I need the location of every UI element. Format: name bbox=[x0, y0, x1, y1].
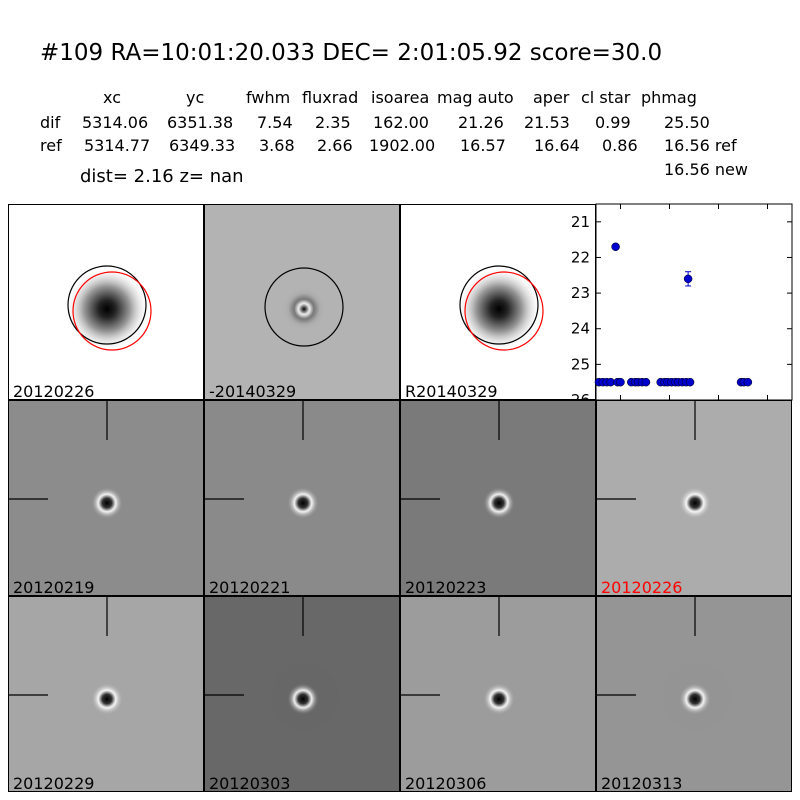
difference-image-stamp bbox=[264, 267, 344, 347]
stamp-image bbox=[9, 401, 143, 535]
new-image-stamp bbox=[65, 265, 152, 351]
residual-source bbox=[91, 683, 123, 715]
stamp-panel: 20120229 bbox=[8, 596, 204, 792]
residual-source bbox=[483, 487, 515, 519]
residual-source bbox=[679, 487, 711, 519]
dif-yc: 6351.38 bbox=[167, 113, 234, 132]
residual-source bbox=[282, 287, 326, 331]
stamp-panel: 20120223 bbox=[400, 400, 596, 596]
dif-cl-star: 0.99 bbox=[595, 113, 631, 132]
col-header-cl-star: cl star bbox=[581, 88, 631, 107]
y-tick-label: 23 bbox=[571, 284, 590, 302]
residual-source bbox=[483, 683, 515, 715]
stamp-date-label: 20120313 bbox=[601, 774, 683, 792]
stamp-image bbox=[205, 401, 339, 535]
stamp-panel: 20120221 bbox=[204, 400, 400, 596]
ref-mag-auto: 16.57 bbox=[460, 136, 506, 155]
stamp-date-label: 20120303 bbox=[209, 774, 291, 792]
stamp-date-label: 20120221 bbox=[209, 578, 291, 596]
dif-fwhm: 7.54 bbox=[257, 113, 293, 132]
stamp-panel: 20120306 bbox=[400, 596, 596, 792]
residual-source bbox=[91, 487, 123, 519]
data-point bbox=[685, 377, 695, 387]
detection-circle bbox=[72, 271, 152, 351]
stamp-date-label: 20120229 bbox=[13, 774, 95, 792]
panel-label: 20120226 bbox=[13, 382, 95, 400]
dist-redshift-line: dist= 2.16 z= nan bbox=[80, 166, 244, 187]
reference-circle bbox=[459, 265, 539, 345]
col-header-yc: yc bbox=[186, 88, 205, 107]
new-phmag: 16.56 new bbox=[664, 160, 748, 179]
residual-source bbox=[287, 487, 319, 519]
residual-source bbox=[287, 683, 319, 715]
data-point bbox=[683, 274, 693, 284]
page-title: #109 RA=10:01:20.033 DEC= 2:01:05.92 sco… bbox=[40, 40, 663, 66]
top-panel-reference-image: R20140329 bbox=[400, 204, 596, 400]
ref-isoarea: 1902.00 bbox=[369, 136, 436, 155]
stamp-panel: 20120219 bbox=[8, 400, 204, 596]
stamp-image bbox=[597, 597, 731, 731]
top-panel-new-image: 20120226 bbox=[8, 204, 204, 400]
ref-fluxrad: 2.66 bbox=[317, 136, 353, 155]
ref-yc: 6349.33 bbox=[169, 136, 236, 155]
col-header-fluxrad: fluxrad bbox=[302, 88, 359, 107]
reference-image-stamp bbox=[457, 265, 544, 351]
stamp-date-label: 20120226 bbox=[601, 578, 683, 596]
col-header-mag-auto: mag auto bbox=[437, 88, 514, 107]
dif-aper: 21.53 bbox=[524, 113, 570, 132]
star-source bbox=[457, 267, 541, 351]
dif-fluxrad: 2.35 bbox=[315, 113, 351, 132]
y-tick-label: 21 bbox=[571, 213, 590, 231]
data-point bbox=[743, 377, 753, 387]
ref-phmag: 16.56 ref bbox=[664, 136, 737, 155]
stamp-image bbox=[401, 597, 535, 731]
stamp-image bbox=[401, 401, 535, 535]
ref-cl-star: 0.86 bbox=[602, 136, 638, 155]
plot-frame bbox=[595, 203, 793, 401]
data-point bbox=[641, 377, 651, 387]
y-tick-label: 22 bbox=[571, 248, 590, 266]
col-header-xc: xc bbox=[103, 88, 121, 107]
stamp-date-label: 20120223 bbox=[405, 578, 487, 596]
reference-circle bbox=[67, 265, 147, 345]
light-curve-svg: 212223242526-50050100 bbox=[571, 203, 793, 423]
dif-xc: 5314.06 bbox=[82, 113, 149, 132]
data-point bbox=[616, 377, 625, 387]
col-header-fwhm: fwhm bbox=[246, 88, 291, 107]
top-panel-difference-image: -20140329 bbox=[204, 204, 400, 400]
panel-label: R20140329 bbox=[405, 382, 498, 400]
stamp-image bbox=[9, 597, 143, 731]
col-header-aper: aper bbox=[533, 88, 570, 107]
stamp-date-label: 20120219 bbox=[13, 578, 95, 596]
stamp-image bbox=[597, 401, 731, 535]
stamp-panel: 20120303 bbox=[204, 596, 400, 792]
panel-label: -20140329 bbox=[209, 382, 297, 400]
residual-source bbox=[679, 683, 711, 715]
detection-circle bbox=[464, 271, 544, 351]
ref-row-label: ref bbox=[40, 136, 62, 155]
ref-aper: 16.64 bbox=[534, 136, 580, 155]
dif-isoarea: 162.00 bbox=[373, 113, 429, 132]
col-header-isoarea: isoarea bbox=[371, 88, 430, 107]
reference-circle bbox=[264, 267, 344, 347]
data-point bbox=[611, 242, 620, 252]
col-header-phmag: phmag bbox=[641, 88, 697, 107]
star-source bbox=[65, 267, 149, 351]
dif-mag-auto: 21.26 bbox=[458, 113, 504, 132]
ref-fwhm: 3.68 bbox=[259, 136, 295, 155]
y-tick-label: 24 bbox=[571, 320, 590, 338]
stamp-panel: 20120313 bbox=[596, 596, 792, 792]
stamp-image bbox=[205, 597, 339, 731]
light-curve-plot: 212223242526-50050100 bbox=[571, 203, 793, 423]
ref-xc: 5314.77 bbox=[84, 136, 151, 155]
y-tick-label: 25 bbox=[571, 355, 590, 373]
dif-row-label: dif bbox=[40, 113, 61, 132]
stamp-date-label: 20120306 bbox=[405, 774, 487, 792]
stamp-panel: 20120226 bbox=[596, 400, 792, 596]
dif-phmag: 25.50 bbox=[664, 113, 710, 132]
